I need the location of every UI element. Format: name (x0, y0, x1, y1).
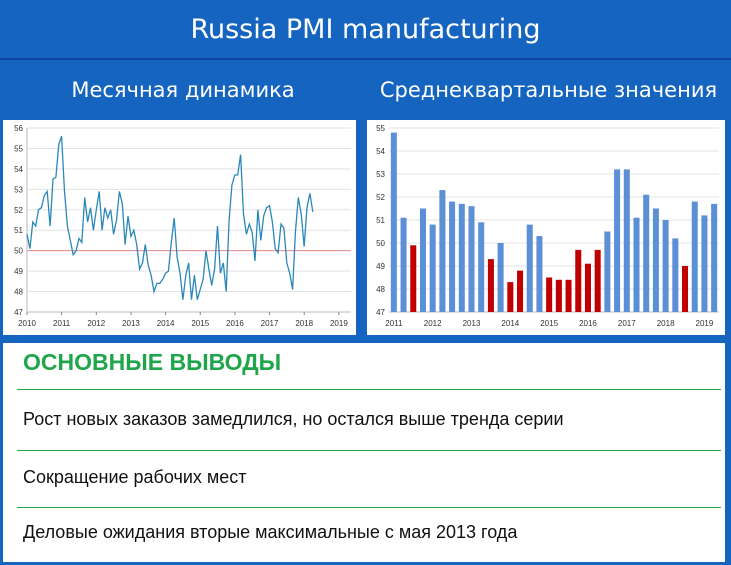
bar (711, 203, 718, 312)
bar (419, 208, 426, 312)
bar (682, 266, 689, 312)
bar (594, 249, 601, 312)
bar (497, 243, 504, 312)
y-tick-label: 55 (376, 124, 385, 133)
bar (507, 282, 514, 312)
bar (662, 220, 669, 312)
pmi-monthly-line (26, 135, 314, 300)
y-tick-label: 52 (376, 193, 385, 202)
bar (633, 217, 640, 312)
y-tick-label: 51 (14, 226, 23, 235)
x-tick-label: 2013 (122, 319, 140, 328)
y-tick-label: 48 (376, 285, 385, 294)
x-tick-label: 2014 (157, 319, 175, 328)
x-tick-label: 2015 (191, 319, 209, 328)
bar (449, 201, 456, 312)
bar (623, 169, 630, 312)
conclusions-rule (17, 507, 721, 508)
conclusions-panel: ОСНОВНЫЕ ВЫВОДЫ Рост новых заказов замед… (3, 343, 725, 562)
bar (410, 245, 417, 312)
x-tick-label: 2017 (261, 319, 279, 328)
conclusions-rule (17, 450, 721, 451)
x-tick-label: 2011 (53, 319, 71, 328)
x-tick-label: 2016 (226, 319, 244, 328)
monthly-chart-panel: 47 48 49 50 51 52 53 54 55 56 2010 2011 2012 2013 2014… (3, 120, 356, 335)
page-title-text: Russia PMI manufacturing (190, 13, 541, 45)
y-tick-label: 54 (376, 147, 385, 156)
bar (584, 263, 591, 312)
y-tick-label: 49 (376, 262, 385, 271)
y-tick-label: 52 (14, 206, 23, 215)
bar (429, 224, 436, 312)
x-tick-label: 2015 (540, 319, 558, 328)
bar (701, 215, 708, 312)
bar (652, 208, 659, 312)
quarterly-chart-panel: 47 48 49 50 51 52 53 54 55 2011 2012 2013 2014 2015 20… (367, 120, 725, 335)
bar (643, 194, 650, 312)
bar (691, 201, 698, 312)
bar (536, 236, 543, 312)
bar (526, 224, 533, 312)
y-tick-label: 53 (14, 185, 23, 194)
x-tick-label: 2016 (579, 319, 597, 328)
conclusions-rule (17, 389, 721, 390)
quarterly-subtitle: Среднеквартальные значения (379, 78, 718, 102)
bar (604, 231, 611, 312)
conclusion-item-new-orders: Рост новых заказов замедлился, но осталс… (23, 409, 564, 429)
x-tick-label: 2019 (330, 319, 348, 328)
y-tick-label: 55 (14, 144, 23, 153)
x-tick-label: 2012 (424, 319, 442, 328)
y-tick-label: 54 (14, 165, 23, 174)
y-tick-label: 49 (14, 267, 23, 276)
y-tick-label: 53 (376, 170, 385, 179)
bar (439, 190, 446, 312)
monthly-subtitle: Месячная динамика (71, 78, 295, 102)
bar (468, 206, 475, 312)
x-tick-label: 2011 (385, 319, 403, 328)
bar (478, 222, 485, 312)
x-tick-label: 2012 (87, 319, 105, 328)
x-tick-label: 2019 (696, 319, 714, 328)
x-tick-label: 2017 (618, 319, 636, 328)
x-tick-label: 2018 (295, 319, 313, 328)
bar (390, 132, 397, 312)
y-tick-label: 47 (14, 308, 23, 317)
bar (555, 279, 562, 312)
page-title: Russia PMI manufacturing (0, 0, 731, 58)
bar (672, 238, 679, 312)
bar (614, 169, 621, 312)
bar (458, 203, 465, 312)
quarterly-bar-chart: 47 48 49 50 51 52 53 54 55 2011 2012 2013 2014 2015 20… (376, 124, 719, 328)
conclusion-item-jobs: Сокращение рабочих мест (23, 467, 247, 487)
y-tick-label: 50 (376, 239, 385, 248)
x-tick-label: 2018 (657, 319, 675, 328)
bar (400, 217, 407, 312)
bar (575, 249, 582, 312)
y-tick-label: 50 (14, 247, 23, 256)
conclusions-heading: ОСНОВНЫЕ ВЫВОДЫ (23, 349, 282, 375)
conclusion-item-expectations: Деловые ожидания вторые максимальные с м… (23, 522, 518, 542)
bar (546, 277, 553, 312)
bar (565, 279, 572, 312)
y-tick-label: 56 (14, 124, 23, 133)
bar (517, 270, 524, 312)
x-tick-label: 2014 (501, 319, 519, 328)
bar (487, 259, 494, 312)
x-tick-label: 2013 (463, 319, 481, 328)
monthly-line-chart: 47 48 49 50 51 52 53 54 55 56 2010 2011 2012 2013 2014… (14, 124, 351, 328)
y-tick-label: 48 (14, 288, 23, 297)
x-tick-label: 2010 (18, 319, 36, 328)
title-divider (0, 58, 731, 60)
y-tick-label: 51 (376, 216, 385, 225)
y-tick-label: 47 (376, 308, 385, 317)
